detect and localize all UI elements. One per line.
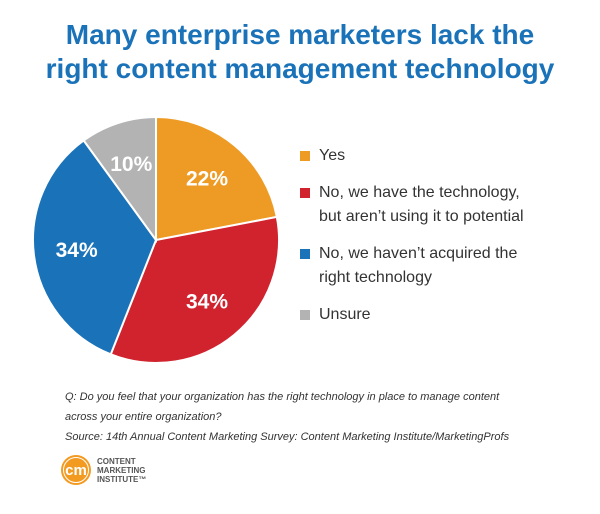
chart-title-line-2: right content management technology: [45, 53, 555, 84]
survey-source: Source: 14th Annual Content Marketing Su…: [65, 431, 510, 443]
legend-label-unsure: Unsure: [319, 303, 371, 327]
legend-label-not-using-line-2: but aren’t using it to potential: [319, 208, 524, 225]
legend-label-not-acquired-line-2: right technology: [319, 269, 432, 286]
chart-title: Many enterprise marketers lack the right…: [0, 18, 600, 86]
legend-swatch-unsure: [300, 310, 310, 320]
legend-label-not-acquired-line-1: No, we haven’t acquired the: [319, 245, 518, 262]
legend-swatch-not-acquired: [300, 249, 310, 259]
pie-label-yes: 22%: [186, 167, 228, 190]
pie-slice-yes: [155, 115, 278, 242]
legend-swatch-not-using: [300, 188, 310, 198]
cmi-logo-text: CONTENT MARKETING INSTITUTE™: [97, 457, 146, 484]
pie-label-not-acquired: 34%: [56, 239, 98, 262]
cmi-logo-line-2: MARKETING: [97, 465, 146, 475]
legend-label-not-using-line-1: No, we have the technology,: [319, 184, 520, 201]
legend-label-not-using: No, we have the technology, but aren’t u…: [319, 181, 524, 229]
legend-label-yes-line-1: Yes: [319, 147, 346, 164]
survey-footnote: Q: Do you feel that your organization ha…: [65, 387, 585, 447]
survey-question-line-2: across your entire organization?: [65, 411, 222, 423]
legend-label-yes: Yes: [319, 144, 345, 168]
pie-label-unsure: 10%: [110, 153, 152, 176]
cmi-logo-line-1: CONTENT: [97, 456, 136, 466]
cmi-logo-icon: cm: [61, 455, 91, 485]
cmi-logo-mark: cm: [65, 462, 87, 479]
pie-slice-not-using: [109, 215, 280, 364]
legend-item-yes: Yes: [300, 144, 590, 168]
cmi-logo: cm CONTENT MARKETING INSTITUTE™: [60, 454, 146, 486]
legend-item-not-using: No, we have the technology, but aren’t u…: [300, 181, 590, 229]
legend-item-not-acquired: No, we haven’t acquired the right techno…: [300, 242, 590, 290]
legend-label-not-acquired: No, we haven’t acquired the right techno…: [319, 242, 517, 290]
pie-slice-not-acquired: [32, 139, 158, 356]
legend-label-unsure-line-1: Unsure: [319, 306, 371, 323]
chart-legend: Yes No, we have the technology, but aren…: [300, 144, 590, 340]
legend-item-unsure: Unsure: [300, 303, 590, 327]
cmi-logo-line-3: INSTITUTE™: [97, 474, 147, 484]
survey-question-line-1: Q: Do you feel that your organization ha…: [65, 391, 500, 403]
pie-label-not-using: 34%: [186, 291, 228, 314]
chart-title-line-1: Many enterprise marketers lack the: [65, 19, 535, 50]
legend-swatch-yes: [300, 151, 310, 161]
pie-slice-unsure: [82, 115, 157, 244]
